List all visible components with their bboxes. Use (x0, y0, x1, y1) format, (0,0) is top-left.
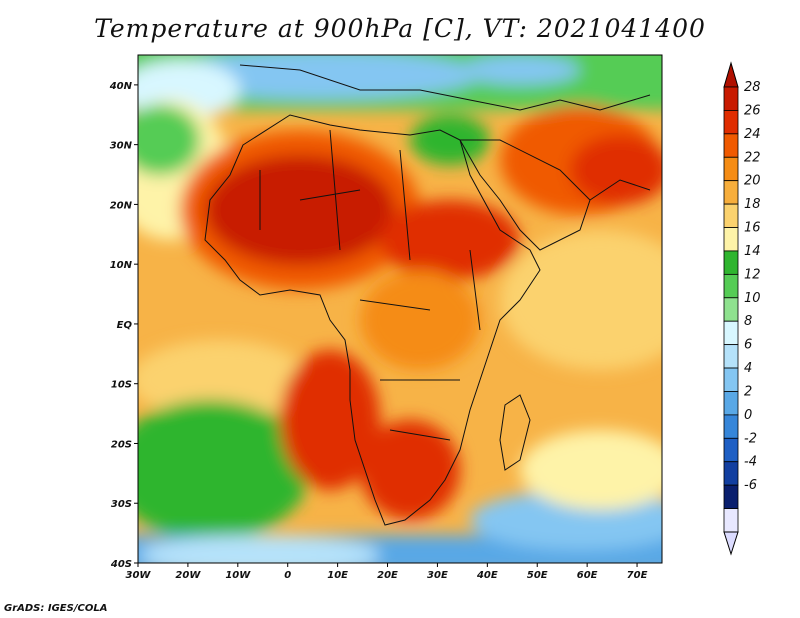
lat-tick-label: 20S (111, 439, 132, 450)
map-frame (137, 54, 663, 564)
colorbar-swatch (723, 367, 739, 392)
colorbar-swatch (723, 203, 739, 228)
colorbar-swatch (723, 461, 739, 486)
colorbar-swatch (723, 320, 739, 346)
colorbar-swatch (723, 273, 739, 299)
colorbar-swatch (723, 110, 739, 135)
colorbar-top-arrow (723, 61, 739, 88)
lon-tick-label: 10W (225, 570, 251, 581)
colorbar-swatch (723, 484, 739, 509)
lat-tick-label: 40S (110, 559, 132, 570)
colorbar-label: 16 (744, 221, 761, 236)
colorbar-label: 24 (744, 127, 761, 142)
colorbar-label: -4 (744, 455, 757, 470)
colorbar-label: -2 (744, 431, 757, 446)
colorbar-label: 28 (744, 80, 761, 95)
colorbar-label: 2 (744, 384, 752, 399)
colorbar-swatch (723, 156, 739, 182)
lon-tick-label: 30E (427, 570, 448, 581)
colorbar-label: 0 (744, 408, 752, 423)
lon-tick-label: 10E (327, 570, 348, 581)
colorbar-label: 10 (744, 291, 761, 306)
grads-credit: GrADS: IGES/COLA (4, 603, 108, 614)
lat-tick-label: EQ (117, 320, 133, 331)
colorbar-label: 26 (744, 103, 761, 118)
colorbar-label: -6 (744, 478, 757, 493)
colorbar-swatch (723, 133, 739, 158)
colorbar-label: 20 (744, 174, 761, 189)
colorbar-label: 6 (744, 338, 752, 353)
colorbar-label: 12 (744, 267, 761, 282)
colorbar-swatch (723, 297, 739, 322)
lat-tick-label: 30N (110, 141, 133, 152)
latitude-axis: 40N 30N 20N 10N EQ 10S 20S 30S 40S (109, 81, 138, 570)
colorbar-label: 4 (744, 361, 752, 376)
lat-tick-label: 10N (110, 260, 133, 271)
temperature-field (138, 55, 662, 563)
lon-tick-label: 0 (284, 570, 291, 581)
colorbar-swatch (723, 437, 739, 463)
lat-tick-label: 10S (111, 380, 132, 391)
lon-tick-label: 40E (476, 570, 498, 581)
colorbar-swatch (723, 86, 739, 111)
colorbar-swatch (723, 180, 739, 205)
colorbar-swatch (723, 508, 739, 533)
lat-tick-label: 20N (110, 200, 133, 211)
colorbar-bottom-arrow (723, 531, 739, 556)
lon-tick-label: 50E (527, 570, 548, 581)
lat-tick-label: 30S (111, 499, 132, 510)
colorbar-swatch (723, 250, 739, 275)
coastlines (204, 64, 651, 526)
lon-tick-label: 30W (126, 570, 152, 581)
colorbar-label: 22 (744, 150, 761, 165)
colorbar-label: 18 (744, 197, 761, 212)
lon-tick-label: 20W (175, 570, 201, 581)
colorbar-swatch (723, 414, 739, 439)
lon-tick-label: 70E (627, 570, 648, 581)
colorbar-swatch (723, 344, 739, 369)
lon-tick-label: 60E (577, 570, 598, 581)
map-title: Temperature at 900hPa [C], VT: 202104140… (94, 14, 706, 43)
lon-tick-label: 20E (377, 570, 398, 581)
lat-tick-label: 40N (109, 81, 133, 92)
longitude-axis: 30W 20W 10W 0 10E 20E 30E 40E 50E 60E 70E (126, 563, 648, 581)
colorbar-label: 8 (744, 314, 752, 329)
colorbar-label: 14 (744, 244, 761, 259)
colorbar-swatch (723, 227, 739, 252)
colorbar-swatch (723, 391, 739, 416)
